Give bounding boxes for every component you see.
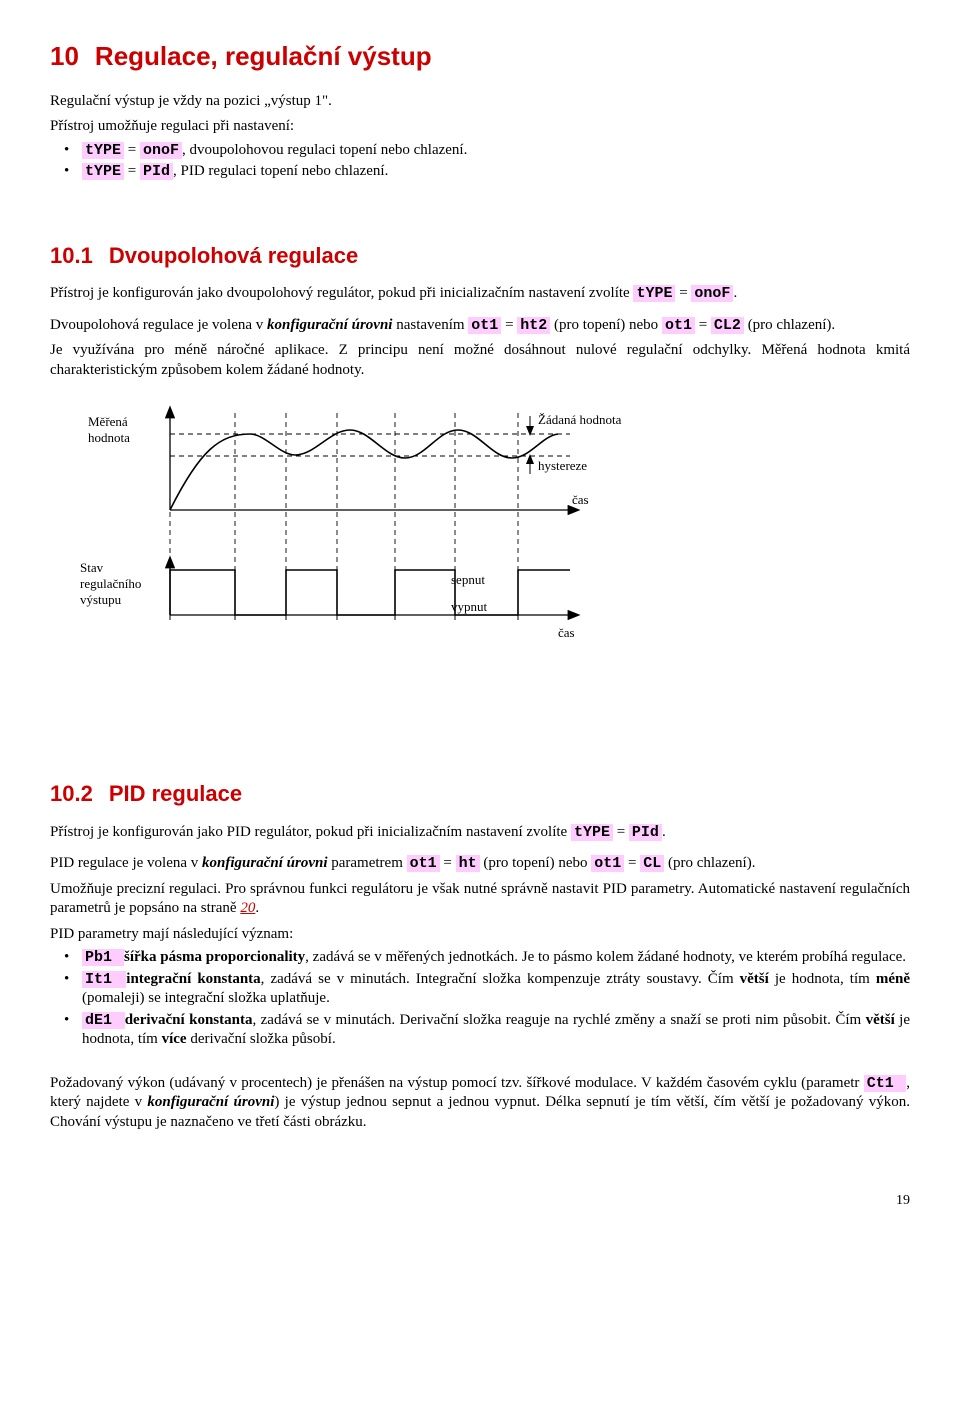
pid-params-list: Pb1 šířka pásma proporcionality, zadává … — [50, 948, 910, 1050]
svg-text:hystereze: hystereze — [538, 458, 587, 473]
svg-text:Měřená: Měřená — [88, 414, 128, 429]
list-item: tYPE = PId, PID regulaci topení nebo chl… — [50, 162, 910, 182]
intro-list: tYPE = onoF, dvoupolohovou regulaci tope… — [50, 141, 910, 182]
list-item: dE1 derivační konstanta, zadává se v min… — [50, 1011, 910, 1050]
s102-p4: PID parametry mají následující význam: — [50, 925, 910, 945]
page-title: 10 Regulace, regulační výstup — [50, 40, 910, 74]
h2-num: 10.2 — [50, 781, 93, 806]
h1-text: Regulace, regulační výstup — [95, 41, 432, 71]
svg-text:sepnut: sepnut — [451, 572, 485, 587]
two-position-diagram: Žádaná hodnota hystereze Měřenáhodnota čas S… — [80, 400, 910, 670]
s101-p2: Dvoupolohová regulace je volena v konfig… — [50, 316, 910, 336]
svg-text:čas: čas — [572, 492, 589, 507]
s101-p3: Je využívána pro méně náročné aplikace. … — [50, 341, 910, 380]
section-101-title: 10.1 Dvoupolohová regulace — [50, 242, 910, 271]
svg-text:vypnut: vypnut — [451, 599, 488, 614]
intro-p1: Regulační výstup je vždy na pozici „výst… — [50, 92, 910, 112]
h2-num: 10.1 — [50, 243, 93, 268]
list-item: Pb1 šířka pásma proporcionality, zadává … — [50, 948, 910, 968]
section-102-title: 10.2 PID regulace — [50, 780, 910, 809]
s102-p2: PID regulace je volena v konfigurační úr… — [50, 854, 910, 874]
code-type: tYPE — [82, 142, 124, 159]
page-number: 19 — [50, 1192, 910, 1210]
svg-text:čas: čas — [558, 625, 575, 640]
svg-text:Žádaná hodnota: Žádaná hodnota — [538, 412, 622, 427]
list-item: It1 integrační konstanta, zadává se v mi… — [50, 970, 910, 1009]
h1-num: 10 — [50, 41, 79, 71]
s102-p5: Požadovaný výkon (udávaný v procentech) … — [50, 1074, 910, 1133]
s102-p3: Umožňuje precizní regulaci. Pro správnou… — [50, 880, 910, 919]
s101-p1: Přístroj je konfigurován jako dvoupoloho… — [50, 284, 910, 304]
h2-text: Dvoupolohová regulace — [109, 243, 358, 268]
code-onof: onoF — [140, 142, 182, 159]
intro-p2: Přístroj umožňuje regulaci při nastavení… — [50, 117, 910, 137]
code-type: tYPE — [82, 163, 124, 180]
diagram-svg: Žádaná hodnota hystereze Měřenáhodnota čas S… — [80, 400, 640, 670]
s102-p1: Přístroj je konfigurován jako PID regulá… — [50, 823, 910, 843]
page-link-20[interactable]: 20 — [240, 900, 255, 916]
svg-text:Stav: Stav — [80, 560, 104, 575]
h2-text: PID regulace — [109, 781, 242, 806]
list-item: tYPE = onoF, dvoupolohovou regulaci tope… — [50, 141, 910, 161]
svg-text:výstupu: výstupu — [80, 592, 122, 607]
svg-text:regulačního: regulačního — [80, 576, 141, 591]
svg-text:hodnota: hodnota — [88, 430, 130, 445]
code-pid: PId — [140, 163, 173, 180]
